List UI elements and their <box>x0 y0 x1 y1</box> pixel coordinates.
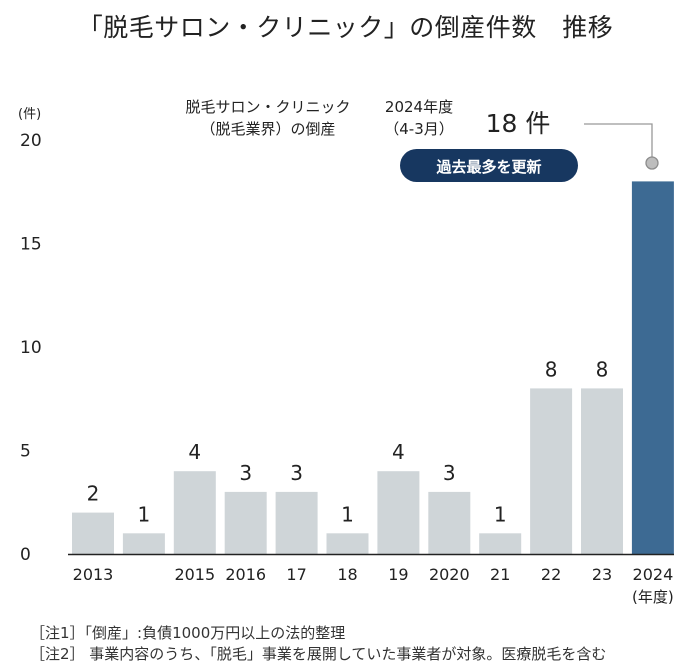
x-tick-label: 21 <box>490 565 510 584</box>
bar <box>428 491 471 554</box>
x-tick-label: 2024 <box>633 565 674 584</box>
x-tick-label: 2020 <box>429 565 470 584</box>
bar <box>275 491 318 554</box>
bar <box>224 491 267 554</box>
bar-highlight <box>631 181 674 554</box>
y-tick-label: 0 <box>20 545 31 565</box>
x-tick-label: 2013 <box>73 565 114 584</box>
annotation-period: （4-3月） <box>384 120 454 138</box>
data-label: 3 <box>443 461 456 485</box>
record-badge <box>400 149 578 182</box>
bar <box>173 471 216 554</box>
footnote-1: ［注1］「倒産」:負債1000万円以上の法的整理 <box>30 624 346 642</box>
data-label: 8 <box>545 357 558 381</box>
data-label: 3 <box>239 461 252 485</box>
x-tick-label: 2016 <box>225 565 266 584</box>
bar <box>377 471 420 554</box>
x-tick-label: 18 <box>337 565 357 584</box>
y-tick-label: 5 <box>20 442 31 462</box>
record-badge-label: 過去最多を更新 <box>435 158 541 176</box>
data-label: 4 <box>188 440 201 464</box>
x-tick-label: 22 <box>541 565 561 584</box>
annotation-series-label: 脱毛サロン・クリニック <box>185 98 350 116</box>
leader-marker <box>645 156 659 170</box>
footnote-2: ［注2］ 事業内容のうち、「脱毛」事業を展開していた事業者が対象。医療脱毛を含む <box>30 645 607 663</box>
x-axis-unit-label: (年度) <box>632 588 674 606</box>
bar <box>530 388 573 554</box>
bar <box>122 533 165 554</box>
bar <box>326 533 369 554</box>
data-label: 1 <box>494 502 507 526</box>
bar <box>479 533 522 554</box>
y-tick-label: 15 <box>20 235 42 255</box>
y-tick-label: 10 <box>20 338 42 358</box>
data-label: 8 <box>596 357 609 381</box>
leader-line <box>584 123 653 158</box>
x-tick-label: 2015 <box>174 565 215 584</box>
chart-title: 「脱毛サロン・クリニック」の倒産件数 推移 <box>77 13 614 42</box>
x-tick-label: 19 <box>388 565 408 584</box>
bar <box>72 512 114 554</box>
data-label: 1 <box>138 502 151 526</box>
data-label: 3 <box>290 461 303 485</box>
annotation-series-label: （脱毛業界）の倒産 <box>200 120 335 138</box>
data-label: 2 <box>87 482 100 506</box>
data-label: 4 <box>392 440 405 464</box>
y-tick-label: 20 <box>20 131 42 151</box>
y-axis-unit-label: (件) <box>18 107 41 122</box>
annotation-period: 2024年度 <box>385 98 453 116</box>
x-tick-label: 23 <box>592 565 612 584</box>
x-tick-label: 17 <box>286 565 306 584</box>
data-label: 1 <box>341 502 354 526</box>
bar <box>581 388 623 554</box>
annotation-count: 18 件 <box>486 109 551 138</box>
